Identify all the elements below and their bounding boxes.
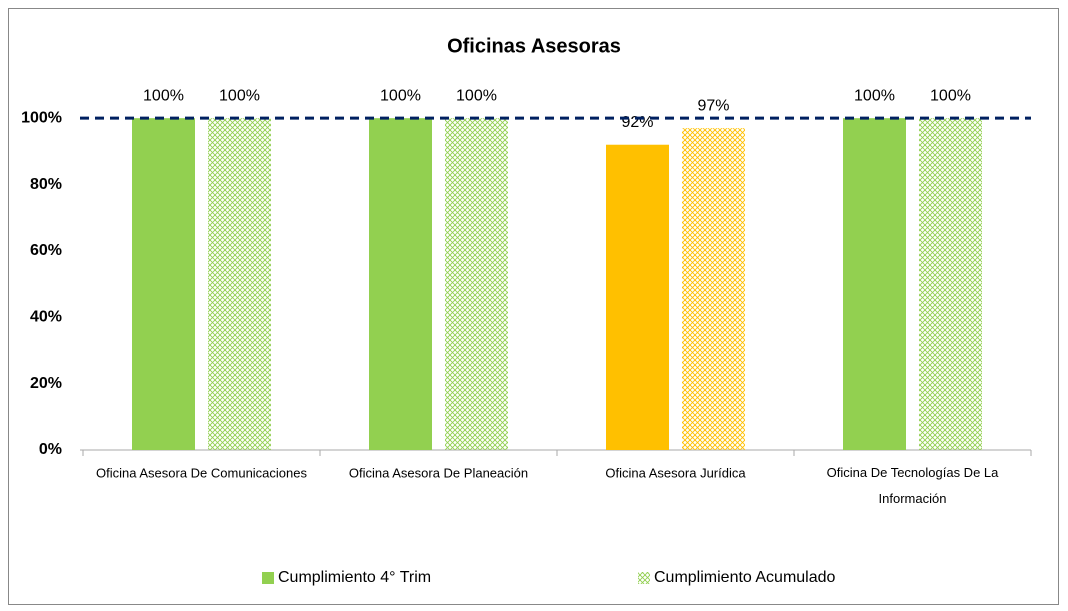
bar [369, 118, 432, 450]
data-label: 100% [219, 87, 260, 104]
data-label: 92% [621, 114, 653, 131]
legend-label: Cumplimiento 4° Trim [278, 569, 431, 586]
legend-label: Cumplimiento Acumulado [654, 569, 836, 586]
y-tick-label: 0% [39, 441, 62, 458]
bar [208, 118, 271, 450]
data-label: 100% [380, 87, 421, 104]
chart-title: Oficinas Asesoras [447, 35, 621, 57]
y-tick-label: 80% [30, 176, 62, 193]
legend-swatch [638, 572, 650, 584]
x-tick-label: Oficina Asesora Jurídica [605, 465, 746, 480]
data-label: 100% [854, 87, 895, 104]
x-tick-label: Oficina De Tecnologías De La Información [827, 465, 1000, 506]
data-label: 100% [930, 87, 971, 104]
data-label: 100% [143, 87, 184, 104]
y-tick-label: 20% [30, 375, 62, 392]
x-tick-label: Oficina Asesora De Comunicaciones [96, 465, 307, 480]
legend-swatch [262, 572, 274, 584]
bar [445, 118, 508, 450]
bar [843, 118, 906, 450]
bar [919, 118, 982, 450]
y-tick-label: 100% [21, 109, 62, 126]
data-label: 97% [697, 97, 729, 114]
bar [606, 144, 669, 450]
bar [682, 128, 745, 451]
y-tick-label: 40% [30, 308, 62, 325]
bar [132, 118, 195, 450]
y-tick-label: 60% [30, 242, 62, 259]
x-tick-label: Oficina Asesora De Planeación [349, 465, 528, 480]
data-label: 100% [456, 87, 497, 104]
